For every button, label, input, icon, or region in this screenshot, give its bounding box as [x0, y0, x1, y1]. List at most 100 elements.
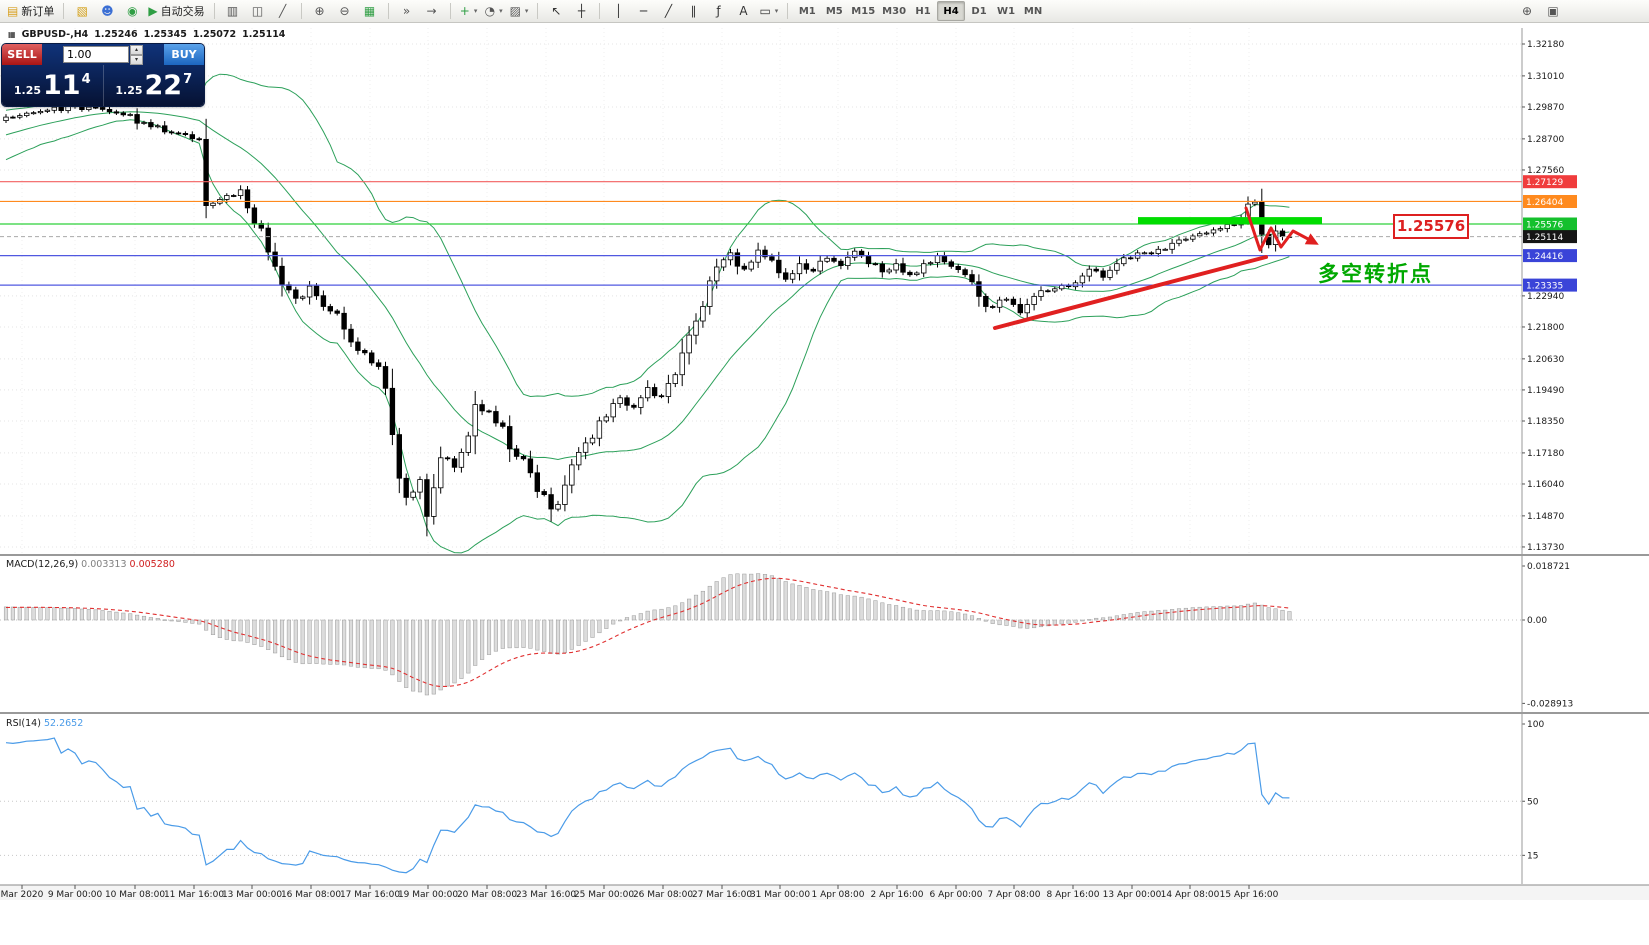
periods-icon: ◔: [484, 4, 496, 18]
periods-button[interactable]: ◔ ▾: [482, 2, 506, 20]
svg-text:20 Mar 08:00: 20 Mar 08:00: [457, 890, 517, 900]
price-axis[interactable]: 1.32180 1.31010 1.29870 1.28700 1.27560 1.229…: [1521, 28, 1577, 884]
sell-price-big: 11: [43, 70, 81, 101]
svg-text:1.31010: 1.31010: [1527, 72, 1564, 82]
svg-text:1.17180: 1.17180: [1527, 449, 1564, 459]
volume-spinner: ▴ ▾: [130, 44, 143, 65]
svg-text:1.16040: 1.16040: [1527, 480, 1564, 490]
candlestick-button[interactable]: ◫: [246, 2, 270, 20]
auto-trading-button[interactable]: ▶ 自动交易: [145, 2, 207, 20]
zoom-in-button[interactable]: ⊕: [308, 2, 332, 20]
new-order-button[interactable]: ▤ 新订单: [4, 2, 57, 20]
trendline-button[interactable]: ╱: [656, 2, 680, 20]
macd-panel[interactable]: MACD(12,26,9) 0.003313 0.005280 0.018721 0…: [0, 559, 1573, 709]
svg-text:15 Apr 16:00: 15 Apr 16:00: [1220, 890, 1279, 900]
svg-text:19 Mar 00:00: 19 Mar 00:00: [398, 890, 458, 900]
trendline-icon: ╱: [664, 4, 673, 18]
caret-down-icon: ▾: [524, 7, 529, 15]
svg-text:15: 15: [1527, 851, 1538, 861]
svg-text:1.24416: 1.24416: [1526, 252, 1563, 262]
chart-annotations[interactable]: 1.25576 多空转折点: [993, 206, 1469, 330]
chart-shift-button[interactable]: →: [420, 2, 444, 20]
arrowhead-icon: [1304, 233, 1319, 245]
timeframe-h4-button[interactable]: H4: [937, 1, 966, 21]
price-callout-text: 1.25576: [1397, 217, 1465, 235]
timeframe-mn-button[interactable]: MN: [1023, 5, 1043, 17]
tile-windows-button[interactable]: ▦: [358, 2, 382, 20]
cursor-button[interactable]: ↖: [544, 2, 568, 20]
indicators-button[interactable]: + ▾: [457, 2, 481, 20]
zoom-out-button[interactable]: ⊖: [333, 2, 357, 20]
sell-price-button[interactable]: 1.25 11 4: [2, 65, 103, 106]
timeframe-w1-button[interactable]: W1: [997, 5, 1016, 17]
svg-text:1.20630: 1.20630: [1527, 355, 1564, 365]
zoom-search-icon-icon: ⊕: [1521, 4, 1533, 18]
templates-button[interactable]: ▨ ▾: [507, 2, 532, 20]
market-watch-icon[interactable]: ☻: [95, 2, 119, 20]
timeframe-m15-button[interactable]: M15: [851, 5, 876, 17]
chart-wizard-icon[interactable]: ▧: [70, 2, 94, 20]
zoom-search-icon[interactable]: ⊕: [1515, 2, 1539, 20]
svg-text:16 Mar 08:00: 16 Mar 08:00: [281, 890, 341, 900]
shapes-icon: ▭: [759, 4, 771, 18]
timeframe-d1-button[interactable]: D1: [971, 5, 987, 17]
toolbar-separator: [599, 3, 601, 19]
timeframe-m1-button[interactable]: M1: [798, 5, 816, 17]
crosshair-button[interactable]: ┼: [569, 2, 593, 20]
cursor-icon: ↖: [551, 4, 562, 18]
new-order-icon: ▤: [7, 4, 19, 18]
navigator-icon[interactable]: ◉: [120, 2, 144, 20]
sell-price-sup: 4: [81, 72, 91, 87]
volume-up-button[interactable]: ▴: [130, 44, 143, 55]
turning-point-label: 多空转折点: [1318, 262, 1433, 286]
text-button[interactable]: A: [731, 2, 755, 20]
price-callout-box: [1393, 214, 1469, 239]
volume-input[interactable]: [63, 46, 129, 63]
auto-scroll-button[interactable]: »: [395, 2, 419, 20]
svg-text:1 Apr 08:00: 1 Apr 08:00: [812, 890, 865, 900]
main-toolbar: ▤ 新订单 ▧ ☻ ◉ ▶ 自动交易 ▥ ◫ ╱ ⊕ ⊖ ▦» → + ▾ ◔ ▾ ▨ ▾ ↖ ┼ │ ─ ╱ ∥ ƒ A ▭ ▾ M1 M5…: [0, 0, 1649, 23]
horizontal-line-button[interactable]: ─: [631, 2, 655, 20]
rsi-header: RSI(14) 52.2652: [6, 718, 83, 729]
svg-text:1.14870: 1.14870: [1527, 512, 1564, 522]
rsi-panel[interactable]: RSI(14) 52.2652 100 50 15: [0, 718, 1544, 874]
svg-text:1.25114: 1.25114: [1526, 233, 1563, 243]
bar-chart-button[interactable]: ▥: [221, 2, 245, 20]
svg-text:26 Mar 08:00: 26 Mar 08:00: [633, 890, 693, 900]
candles: [3, 103, 1293, 537]
line-chart-button[interactable]: ╱: [271, 2, 295, 20]
svg-text:1.22940: 1.22940: [1527, 292, 1564, 302]
buy-button[interactable]: BUY: [164, 44, 204, 65]
green-resistance-bar: [1138, 217, 1322, 225]
svg-text:1.25576: 1.25576: [1526, 221, 1563, 231]
bollinger-bands: [5, 73, 1290, 554]
svg-text:13 Mar 00:00: 13 Mar 00:00: [222, 890, 282, 900]
toolbar-separator: [213, 3, 215, 19]
timeframe-h1-button[interactable]: H1: [915, 5, 931, 17]
svg-text:1.26404: 1.26404: [1526, 198, 1563, 208]
toolbar-right-icons: ⊕ ▣: [1515, 2, 1565, 20]
volume-down-button[interactable]: ▾: [130, 54, 143, 65]
window-layout-icon[interactable]: ▣: [1541, 2, 1565, 20]
channel-button[interactable]: ∥: [681, 2, 705, 20]
shapes-button[interactable]: ▭ ▾: [756, 2, 781, 20]
chart-shift-icon: →: [426, 4, 437, 18]
crosshair-icon: ┼: [577, 4, 586, 18]
vertical-line-icon: │: [614, 4, 623, 18]
red-zigzag-arrow: [1244, 206, 1312, 252]
timeframe-m5-button[interactable]: M5: [825, 5, 843, 17]
timeframe-m30-button[interactable]: M30: [882, 5, 907, 17]
zoom-out-icon: ⊖: [339, 4, 350, 18]
bar-chart-icon: ▥: [226, 4, 239, 18]
fibonacci-button[interactable]: ƒ: [706, 2, 730, 20]
one-click-trading-panel: SELL ▴ ▾ BUY 1.25 11 4 1.25 22 7: [2, 44, 204, 106]
ohlc-high: 1.25345: [143, 29, 187, 40]
buy-price-button[interactable]: 1.25 22 7: [102, 65, 205, 106]
toolbar-separator: [787, 3, 789, 19]
sell-button[interactable]: SELL: [2, 44, 42, 65]
svg-text:1.28700: 1.28700: [1527, 135, 1564, 145]
vertical-line-button[interactable]: │: [606, 2, 630, 20]
